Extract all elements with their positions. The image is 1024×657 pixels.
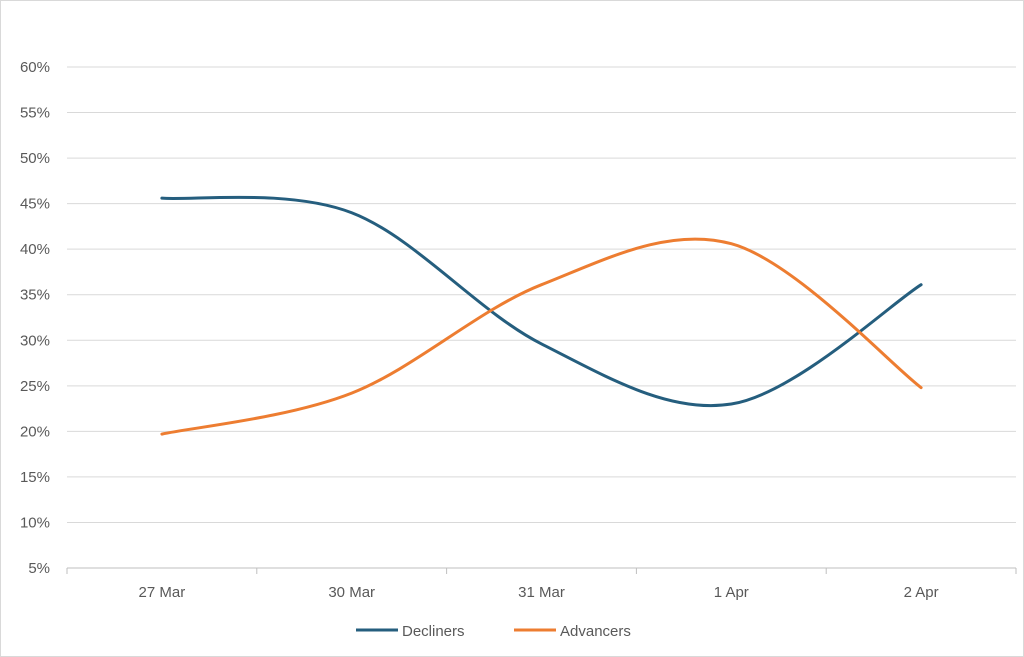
x-axis: 27 Mar 30 Mar 31 Mar 1 Apr 2 Apr	[66, 567, 1017, 601]
y-tick-label: 20%	[20, 423, 50, 440]
legend-label-advancers: Advancers	[560, 623, 631, 640]
y-tick-label: 45%	[20, 196, 50, 213]
legend-label-decliners: Decliners	[402, 623, 465, 640]
y-tick-label: 40%	[20, 241, 50, 258]
series-lines	[160, 195, 923, 436]
y-tick-label: 10%	[20, 514, 50, 531]
y-tick-label: 15%	[20, 469, 50, 486]
x-tick-label: 27 Mar	[139, 584, 186, 601]
y-tick-label: 50%	[20, 150, 50, 167]
y-tick-label: 35%	[20, 287, 50, 304]
x-tick-label: 30 Mar	[328, 584, 375, 601]
y-tick-label: 30%	[20, 332, 50, 349]
gridlines	[67, 66, 1016, 523]
y-tick-label: 5%	[28, 560, 50, 577]
x-tick-label: 31 Mar	[518, 584, 565, 601]
y-tick-label: 60%	[20, 59, 50, 76]
x-tick-label: 1 Apr	[714, 584, 749, 601]
series-line-decliners	[160, 195, 923, 408]
x-tick-label: 2 Apr	[904, 584, 939, 601]
y-tick-label: 55%	[20, 105, 50, 122]
legend: Decliners Advancers	[356, 623, 631, 640]
y-axis-tick-labels: 5% 10% 15% 20% 25% 30% 35% 40% 45% 50% 55% 60%	[20, 59, 50, 577]
y-tick-label: 25%	[20, 378, 50, 395]
series-line-advancers	[160, 237, 923, 436]
